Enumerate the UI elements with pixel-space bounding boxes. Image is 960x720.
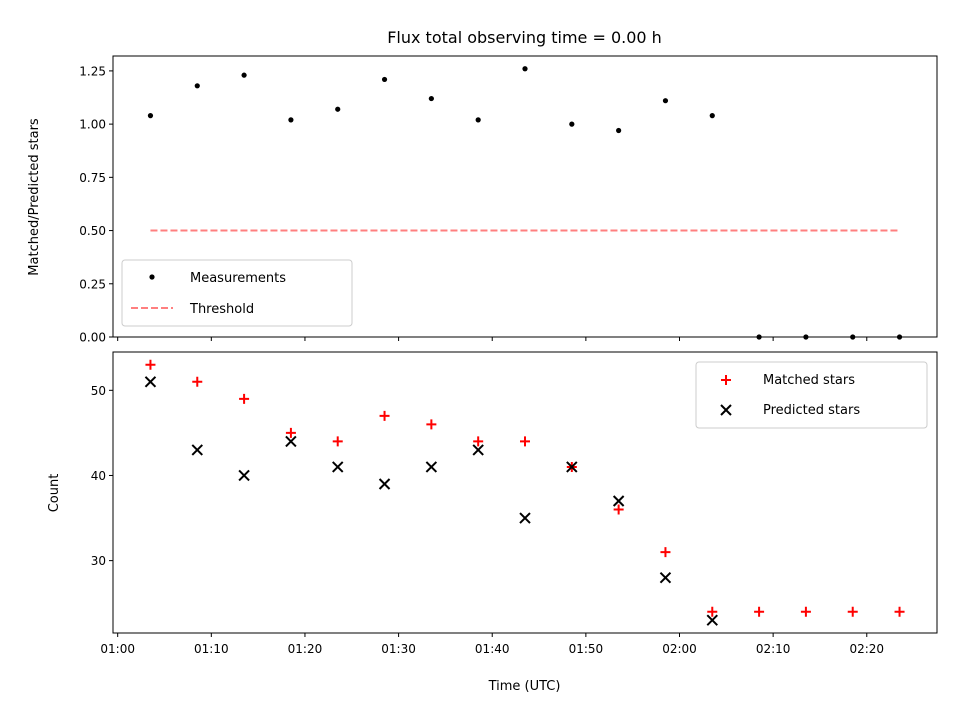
predicted-star-point xyxy=(332,461,344,473)
legend-predicted-label: Predicted stars xyxy=(763,403,860,418)
bottom-xtick-label: 01:50 xyxy=(569,642,604,656)
bottom-xtick-label: 01:30 xyxy=(381,642,416,656)
matched-star-point xyxy=(426,419,437,430)
top-axes: Flux total observing time = 0.00 h Match… xyxy=(27,28,938,345)
measurement-point xyxy=(428,95,434,102)
predicted-star-point xyxy=(285,435,297,448)
matched-star-point xyxy=(379,410,390,421)
top-ytick-label: 1.25 xyxy=(79,64,106,78)
measurement-point xyxy=(147,113,154,119)
bottom-xtick-label: 01:10 xyxy=(194,642,229,656)
top-ytick-label: 1.00 xyxy=(79,118,106,132)
matched-star-point xyxy=(800,606,811,617)
legend-matched-label: Matched stars xyxy=(763,373,855,388)
bottom-ytick-label: 50 xyxy=(91,384,106,398)
top-y-axis-label: Matched/Predicted stars xyxy=(27,118,42,276)
matched-star-point xyxy=(520,436,530,447)
matched-star-point xyxy=(239,393,250,404)
matched-star-point xyxy=(660,547,671,558)
predicted-star-point xyxy=(659,571,672,584)
measurement-point xyxy=(241,72,247,78)
predicted-star-point xyxy=(472,444,484,456)
measurement-point xyxy=(288,117,294,123)
measurement-point xyxy=(569,121,575,127)
legend-measurement-marker xyxy=(149,274,155,280)
legend-matched-marker xyxy=(721,375,731,385)
top-axes-frame xyxy=(112,55,938,338)
top-legend-frame xyxy=(121,259,353,327)
measurement-point xyxy=(381,76,388,83)
matched-star-point xyxy=(332,436,343,447)
measurement-point xyxy=(475,117,481,123)
predicted-star-point xyxy=(425,461,438,473)
top-legend: Measurements Threshold xyxy=(121,259,353,327)
measurement-point xyxy=(335,106,341,112)
bottom-xtick-label: 02:20 xyxy=(849,642,884,656)
bottom-axes-frame xyxy=(112,351,938,634)
matched-star-point xyxy=(707,606,718,617)
matched-star-point xyxy=(473,436,484,447)
bottom-ytick-label: 30 xyxy=(91,554,106,568)
bottom-axes: Count Time (UTC) 30 40 50 01:00 01:10 01:20 01… xyxy=(47,351,938,694)
predicted-star-point xyxy=(519,512,531,524)
bottom-ytick-label: 40 xyxy=(91,469,106,483)
bottom-legend: Matched stars Predicted stars xyxy=(695,361,928,429)
bottom-xtick-label: 01:20 xyxy=(288,642,323,656)
bottom-xtick-label: 01:00 xyxy=(100,642,135,656)
measurement-point xyxy=(662,98,669,104)
measurement-point xyxy=(616,127,622,134)
top-ytick-label: 0.50 xyxy=(79,224,106,238)
matched-star-point xyxy=(613,504,624,515)
bottom-xtick-label: 02:00 xyxy=(662,642,697,656)
predicted-star-point xyxy=(191,444,203,456)
legend-measurements-label: Measurements xyxy=(190,271,286,286)
bottom-y-axis-label: Count xyxy=(47,474,62,513)
predicted-star-point xyxy=(238,469,250,482)
top-ytick-label: 0.75 xyxy=(79,171,106,185)
bottom-xtick-label: 02:10 xyxy=(756,642,791,656)
matched-star-point xyxy=(192,376,203,387)
matched-star-point xyxy=(894,606,905,617)
measurement-point xyxy=(522,66,528,72)
predicted-star-point xyxy=(612,495,625,507)
predicted-star-point xyxy=(378,478,391,490)
matched-star-point xyxy=(285,427,296,438)
predicted-star-point xyxy=(706,614,718,626)
top-ytick-label: 0.00 xyxy=(79,331,106,345)
predicted-star-point xyxy=(566,461,578,473)
predicted-star-point xyxy=(144,376,157,388)
x-axis-label: Time (UTC) xyxy=(488,679,561,694)
bottom-xtick-label: 01:40 xyxy=(475,642,510,656)
bottom-legend-frame xyxy=(695,361,928,429)
measurement-point xyxy=(709,113,715,119)
matched-star-point xyxy=(754,606,765,617)
matched-star-point xyxy=(145,359,156,370)
matched-star-point xyxy=(847,606,858,617)
legend-threshold-label: Threshold xyxy=(189,302,254,317)
chart-title: Flux total observing time = 0.00 h xyxy=(387,28,662,47)
measurement-point xyxy=(194,83,200,89)
legend-predicted-marker xyxy=(720,404,732,416)
top-ytick-label: 0.25 xyxy=(79,277,106,291)
